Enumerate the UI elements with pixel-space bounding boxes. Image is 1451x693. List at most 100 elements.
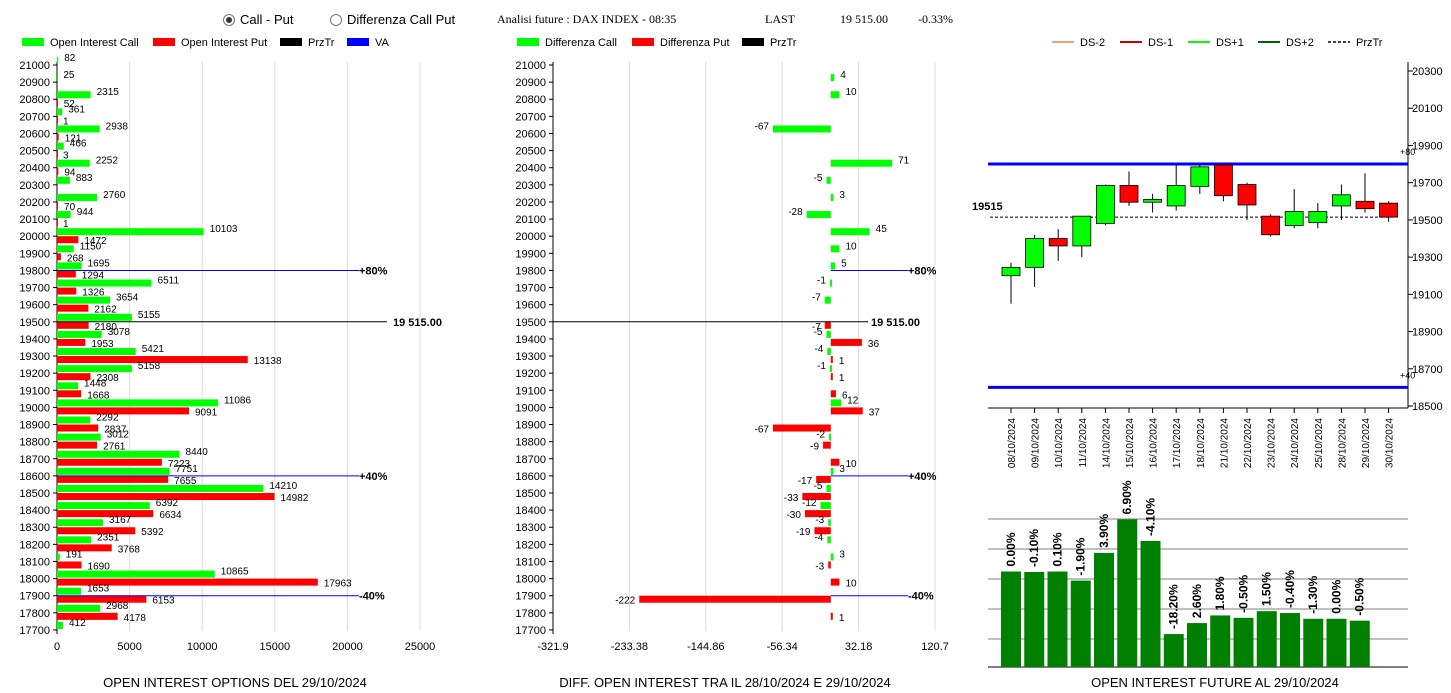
- put-value-label: 2837: [104, 425, 127, 436]
- call-diff-label: -12: [802, 498, 817, 509]
- y-tick-label: 18300: [515, 522, 546, 534]
- y-tick-label: 19200: [515, 368, 546, 380]
- call-diff-bar: [830, 159, 893, 167]
- call-bar: [57, 416, 91, 424]
- call-bar: [57, 193, 98, 201]
- y-tick-label: 20900: [19, 77, 50, 89]
- legend-label: DS+1: [1216, 37, 1244, 49]
- future-oi-bar: [1070, 580, 1091, 667]
- put-value-label: 17963: [324, 579, 352, 590]
- future-oi-label: -18.20%: [1167, 584, 1181, 629]
- put-diff-label: -17: [798, 476, 813, 487]
- put-bar: [57, 116, 58, 124]
- legend-label: PrzTr: [308, 37, 335, 49]
- future-oi-bar: [1117, 519, 1138, 667]
- put-value-label: 2761: [103, 442, 126, 453]
- put-value-label: 1668: [87, 390, 110, 401]
- call-bar: [57, 211, 71, 219]
- call-bar: [57, 91, 91, 99]
- future-oi-bar: [1303, 618, 1324, 667]
- call-value-label: 3167: [109, 515, 132, 526]
- future-oi-label: 0.00%: [1004, 532, 1018, 566]
- call-diff-bar: [827, 348, 831, 356]
- put-diff-label: 10: [845, 459, 857, 470]
- call-value-label: 82: [64, 53, 76, 64]
- call-diff-bar: [772, 125, 831, 133]
- level-label: +80%: [359, 265, 388, 277]
- put-bar: [57, 441, 98, 449]
- candle-body: [1096, 185, 1115, 225]
- y-tick-label: 18900: [1412, 327, 1443, 339]
- call-diff-label: -3: [815, 515, 824, 526]
- candle-body: [1190, 166, 1210, 187]
- call-value-label: 191: [66, 549, 83, 560]
- call-bar: [57, 348, 136, 356]
- put-diff-label: -67: [755, 425, 770, 436]
- put-diff-label: -222: [615, 596, 635, 607]
- level-label: 19 515.00: [393, 317, 442, 329]
- y-tick-label: 20200: [19, 197, 50, 209]
- put-diff-label: -19: [796, 527, 811, 538]
- radio-differenza[interactable]: Differenza Call Put: [330, 12, 455, 27]
- put-bar: [57, 338, 86, 346]
- call-bar: [57, 587, 82, 595]
- y-tick-label: 19500: [515, 317, 546, 329]
- call-bar: [57, 553, 60, 561]
- call-bar: [57, 399, 218, 407]
- legend-swatch: [517, 38, 539, 46]
- y-tick-label: 18100: [515, 556, 546, 568]
- put-bar: [57, 493, 275, 500]
- call-diff-bar: [830, 467, 834, 475]
- future-oi-label: 0.00%: [1330, 579, 1344, 613]
- call-bar: [57, 485, 264, 492]
- put-bar: [57, 475, 169, 483]
- x-tick-label: 20000: [332, 641, 363, 653]
- call-bar: [57, 228, 204, 236]
- y-tick-label: 20600: [19, 128, 50, 140]
- legend-swatch: [153, 38, 175, 46]
- y-tick-label: 20100: [19, 214, 50, 226]
- level-label: +40%: [908, 471, 937, 483]
- header-analysis: Analisi future : DAX INDEX - 08:35: [497, 12, 677, 26]
- put-diff-bar: [639, 595, 831, 603]
- call-value-label: 2760: [103, 190, 126, 201]
- future-oi-label: -4.10%: [1144, 498, 1158, 536]
- put-bar: [57, 253, 61, 261]
- x-tick-label: 10/10/2024: [1054, 418, 1065, 468]
- level-label: 19 515.00: [871, 317, 920, 329]
- put-value-label: 2180: [95, 322, 118, 333]
- y-tick-label: 18500: [1412, 401, 1443, 413]
- call-value-label: 944: [77, 207, 94, 218]
- put-diff-bar: [830, 373, 833, 381]
- put-value-label: 94: [64, 168, 76, 179]
- call-diff-label: 12: [847, 395, 859, 406]
- put-diff-label: -3: [815, 561, 824, 572]
- x-tick-label: 5000: [117, 641, 141, 653]
- put-diff-label: 6: [842, 390, 848, 401]
- put-diff-label: 37: [869, 407, 881, 418]
- y-tick-label: 20000: [19, 231, 50, 243]
- future-oi-bar: [1187, 623, 1207, 667]
- future-oi-bar: [1024, 571, 1045, 667]
- y-tick-label: 18800: [515, 437, 546, 449]
- y-tick-label: 19900: [1412, 140, 1443, 152]
- call-diff-bar: [820, 502, 831, 510]
- candle-body: [1237, 184, 1257, 206]
- y-tick-label: 20600: [515, 128, 546, 140]
- call-bar: [57, 382, 79, 390]
- x-tick-label: -233.38: [611, 641, 648, 653]
- call-diff-bar: [830, 228, 870, 236]
- x-tick-label: -144.86: [687, 641, 724, 653]
- call-value-label: 2315: [97, 87, 120, 98]
- put-diff-bar: [830, 390, 837, 398]
- x-tick-label: 25000: [405, 641, 436, 653]
- y-tick-label: 20100: [515, 214, 546, 226]
- call-value-label: 5155: [138, 310, 161, 321]
- x-tick-label: 17/10/2024: [1172, 418, 1183, 468]
- put-bar: [57, 544, 112, 552]
- radio-call-put[interactable]: Call - Put: [223, 12, 293, 27]
- call-diff-label: 71: [898, 156, 910, 167]
- call-diff-label: -4: [814, 344, 823, 355]
